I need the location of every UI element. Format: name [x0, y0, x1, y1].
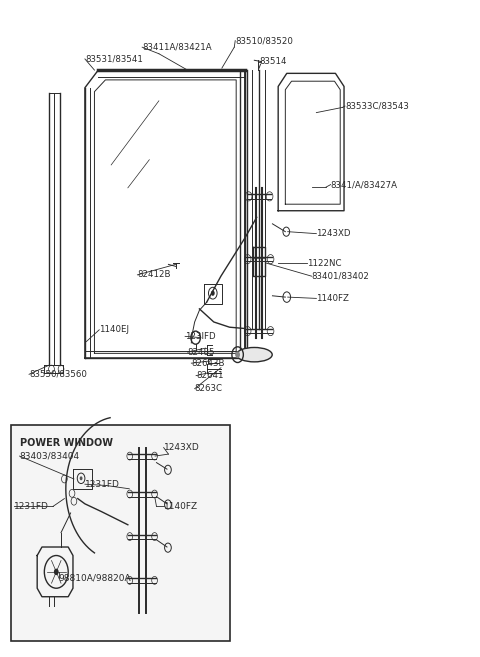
Text: 83411A/83421A: 83411A/83421A: [142, 43, 212, 52]
Text: 83514: 83514: [259, 57, 287, 66]
Circle shape: [54, 568, 59, 575]
Text: 8341/A/83427A: 8341/A/83427A: [331, 180, 397, 189]
Text: 1231FD: 1231FD: [14, 502, 49, 511]
Text: 1243XD: 1243XD: [316, 229, 351, 238]
Text: 1140FZ: 1140FZ: [316, 294, 349, 303]
Text: 83401/83402: 83401/83402: [312, 271, 370, 281]
Text: 82641: 82641: [196, 371, 224, 380]
Text: 83403/83404: 83403/83404: [20, 451, 80, 461]
Circle shape: [211, 290, 215, 296]
Bar: [11, 425, 230, 641]
Text: 98810A/98820A: 98810A/98820A: [59, 574, 132, 583]
Text: POWER WINDOW: POWER WINDOW: [20, 438, 112, 448]
Text: 1231FD: 1231FD: [85, 480, 120, 489]
Text: 1243XD: 1243XD: [164, 443, 199, 452]
Text: 83531/83541: 83531/83541: [85, 55, 143, 64]
Text: 1122NC: 1122NC: [307, 259, 341, 267]
Text: 83510/83520: 83510/83520: [235, 36, 293, 45]
Ellipse shape: [237, 348, 272, 362]
Text: 82485: 82485: [188, 348, 215, 357]
Text: 82643B: 82643B: [192, 359, 225, 368]
Circle shape: [80, 476, 83, 480]
Text: 82412B: 82412B: [137, 270, 171, 279]
Text: 1140FZ: 1140FZ: [164, 502, 198, 511]
Text: 83550/83560: 83550/83560: [29, 370, 87, 379]
Text: 8263C: 8263C: [195, 384, 223, 393]
Circle shape: [235, 351, 240, 358]
Text: 83533C/83543: 83533C/83543: [345, 102, 409, 110]
Text: 1140EJ: 1140EJ: [99, 325, 129, 334]
Text: 123IFD: 123IFD: [185, 332, 216, 341]
